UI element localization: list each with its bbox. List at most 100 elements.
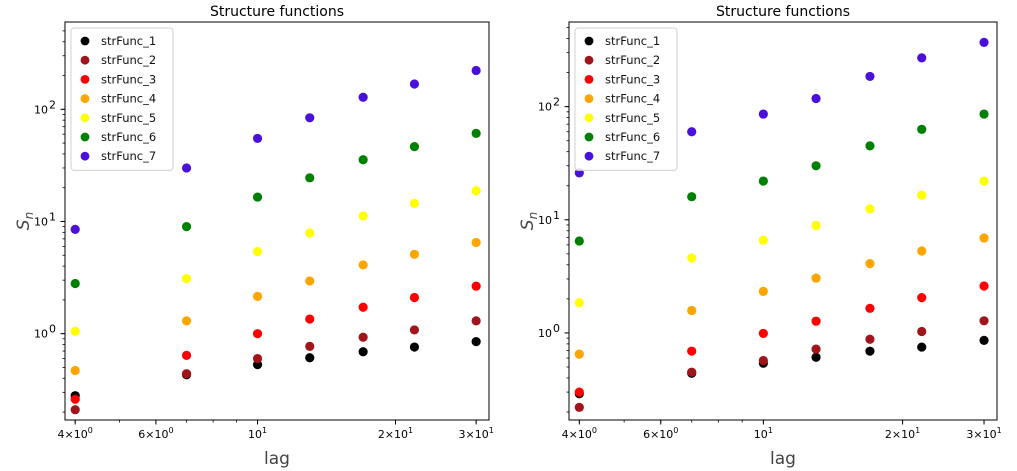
data-point bbox=[865, 204, 875, 214]
data-point bbox=[305, 341, 315, 352]
x-tick-label: 4×100 bbox=[58, 426, 93, 441]
data-point bbox=[917, 190, 927, 200]
plot-frame bbox=[64, 21, 490, 421]
legend-marker bbox=[584, 151, 594, 161]
series-strFunc_1 bbox=[70, 336, 481, 401]
data-point bbox=[574, 236, 584, 246]
plot-frame bbox=[568, 21, 998, 421]
data-point bbox=[305, 228, 315, 238]
legend-label: strFunc_1 bbox=[605, 34, 660, 48]
data-point bbox=[252, 329, 263, 339]
data-point bbox=[811, 344, 821, 354]
data-point bbox=[979, 109, 989, 119]
data-point bbox=[687, 253, 697, 263]
data-point bbox=[865, 259, 875, 269]
data-point bbox=[574, 387, 584, 397]
series-strFunc_3 bbox=[70, 281, 481, 404]
data-point bbox=[758, 176, 768, 186]
data-point bbox=[471, 65, 481, 76]
data-point bbox=[471, 281, 481, 291]
series-strFunc_4 bbox=[70, 237, 481, 376]
y-tick-exponent: 1 bbox=[49, 210, 56, 223]
data-point bbox=[252, 291, 263, 301]
data-point bbox=[409, 342, 420, 352]
data-point bbox=[252, 133, 263, 144]
legend-label: strFunc_3 bbox=[101, 72, 156, 86]
data-point bbox=[305, 276, 315, 286]
y-axis-label: Sn bbox=[14, 212, 36, 230]
data-point bbox=[358, 302, 368, 312]
legend-marker bbox=[584, 55, 594, 65]
data-point bbox=[471, 336, 481, 347]
data-point bbox=[305, 173, 315, 183]
data-point bbox=[181, 316, 192, 326]
legend-marker bbox=[584, 132, 594, 142]
legend-label: strFunc_2 bbox=[605, 53, 660, 67]
legend-label: strFunc_4 bbox=[605, 92, 660, 106]
data-point bbox=[181, 350, 192, 361]
data-point bbox=[758, 235, 768, 245]
data-point bbox=[70, 405, 80, 415]
y-tick-label: 10 bbox=[538, 101, 552, 114]
data-point bbox=[917, 246, 927, 256]
data-point bbox=[409, 198, 420, 208]
data-point bbox=[687, 127, 697, 137]
data-point bbox=[979, 316, 989, 326]
data-point bbox=[865, 346, 875, 356]
data-point bbox=[687, 305, 697, 316]
data-point bbox=[979, 233, 989, 243]
data-point bbox=[252, 246, 263, 257]
data-point bbox=[758, 286, 768, 296]
y-tick-exponent: 2 bbox=[553, 96, 560, 109]
x-tick-label: 4×100 bbox=[562, 426, 597, 441]
legend-marker bbox=[80, 36, 90, 46]
data-point bbox=[409, 249, 420, 259]
x-axis-label: lag bbox=[264, 449, 290, 469]
y-tick-label: 10 bbox=[34, 103, 48, 116]
legend-marker bbox=[80, 132, 90, 142]
legend-marker bbox=[80, 113, 90, 123]
legend-label: strFunc_5 bbox=[101, 111, 156, 125]
legend-label: strFunc_7 bbox=[101, 149, 156, 163]
data-point bbox=[687, 192, 697, 202]
data-point bbox=[70, 365, 80, 376]
data-point bbox=[305, 314, 315, 324]
y-tick-exponent: 0 bbox=[49, 323, 56, 336]
legend-label: strFunc_1 bbox=[101, 34, 156, 48]
data-point bbox=[471, 186, 481, 196]
legend-marker bbox=[80, 151, 90, 161]
legend-marker bbox=[584, 113, 594, 123]
legend-marker bbox=[584, 94, 594, 103]
data-point bbox=[252, 192, 263, 202]
data-point bbox=[917, 124, 927, 134]
data-point bbox=[358, 155, 368, 165]
series-strFunc_2 bbox=[574, 316, 989, 412]
y-tick-exponent: 2 bbox=[49, 98, 56, 111]
series-strFunc_5 bbox=[70, 186, 481, 336]
data-point bbox=[358, 211, 368, 221]
data-point bbox=[917, 326, 927, 337]
data-point bbox=[181, 273, 192, 284]
data-point bbox=[917, 342, 927, 352]
data-point bbox=[70, 278, 80, 289]
data-point bbox=[305, 353, 315, 363]
data-point bbox=[409, 292, 420, 303]
series-strFunc_6 bbox=[574, 109, 989, 246]
y-axis-label: Sn bbox=[518, 212, 540, 230]
legend-label: strFunc_7 bbox=[605, 149, 660, 163]
data-point bbox=[811, 161, 821, 171]
x-tick-label: 101 bbox=[248, 426, 267, 441]
data-point bbox=[865, 141, 875, 151]
series-strFunc_1 bbox=[574, 335, 989, 399]
x-tick-label: 6×100 bbox=[138, 426, 173, 441]
data-point bbox=[758, 328, 768, 339]
data-point bbox=[574, 349, 584, 359]
legend-box bbox=[70, 27, 174, 171]
y-tick-label: 10 bbox=[34, 328, 48, 341]
legend-box bbox=[574, 27, 678, 171]
series-strFunc_7 bbox=[70, 65, 481, 235]
data-point bbox=[70, 394, 80, 404]
data-point bbox=[358, 347, 368, 357]
data-point bbox=[979, 37, 989, 47]
